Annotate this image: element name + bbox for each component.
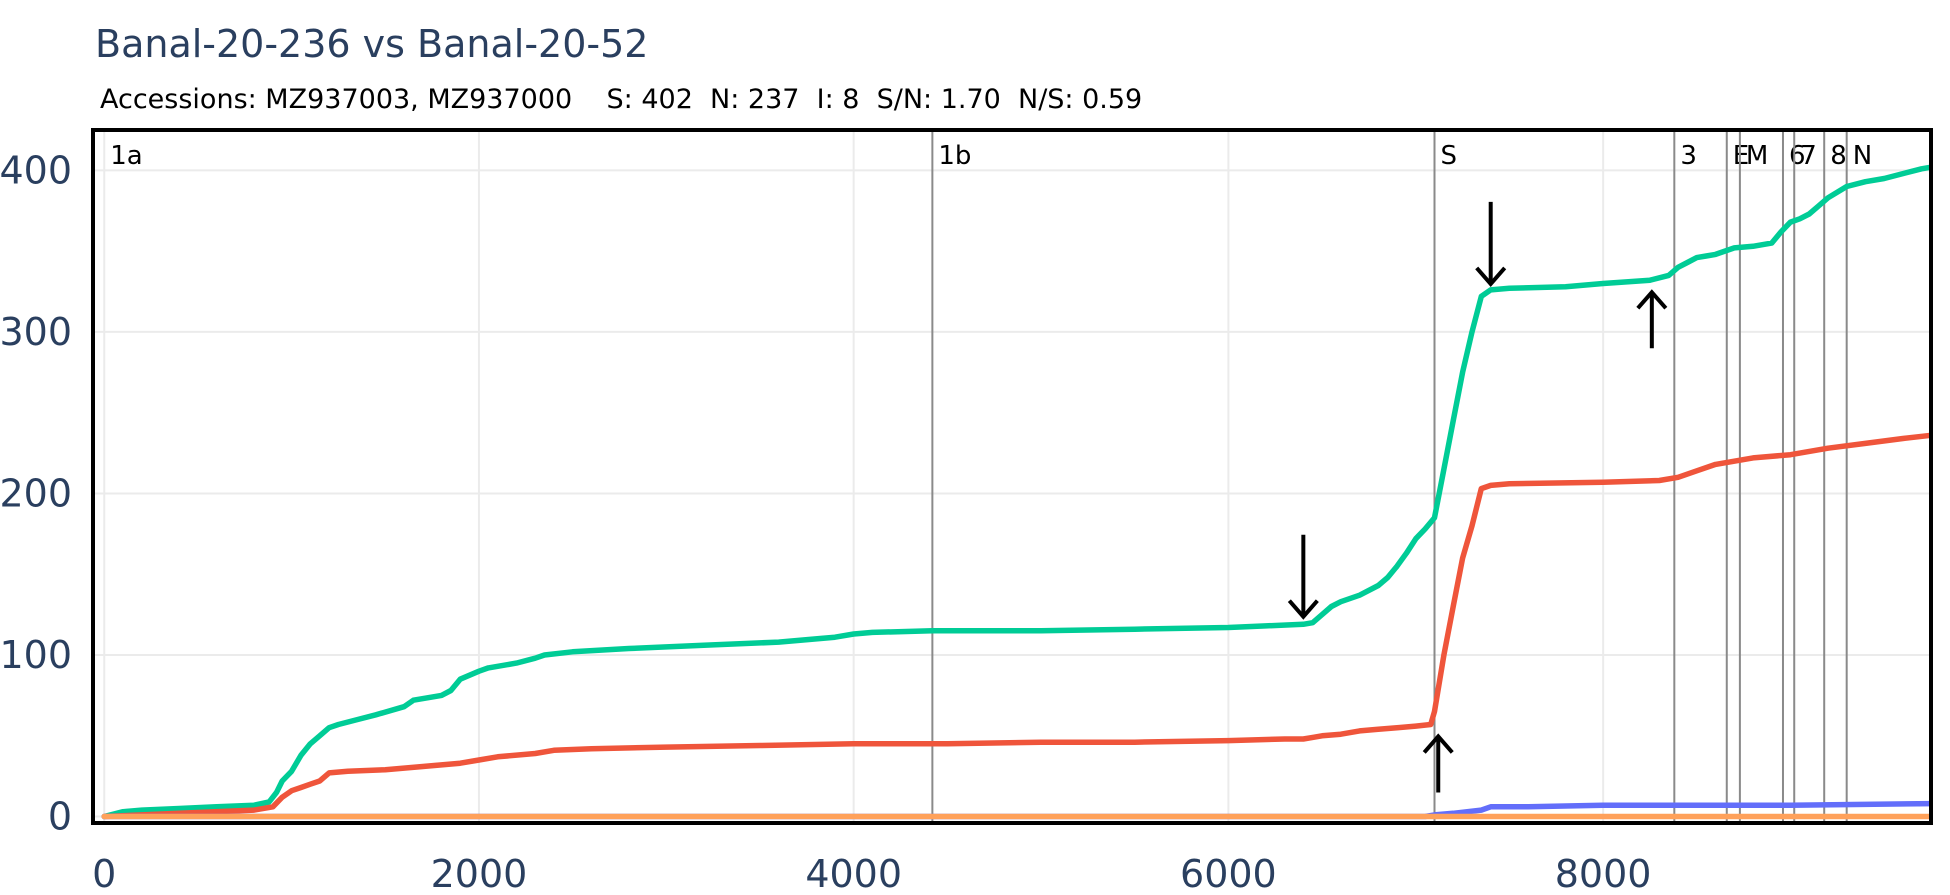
plot-frame [91,128,1933,825]
arrow-up-icon [1636,289,1668,349]
region-label: N [1853,141,1872,171]
x-tick-label: 6000 [1180,852,1277,895]
y-tick-label: 400 [0,148,72,192]
y-tick-label: 0 [48,795,72,839]
x-tick-label: 8000 [1555,852,1652,895]
region-label: 7 [1800,141,1817,171]
region-label: 8 [1830,141,1847,171]
region-label: S [1440,141,1457,171]
region-dividers: 1a 1b S 3 EM 67 8 N [110,130,1872,823]
y-tick-label: 300 [0,310,72,354]
region-label: 1b [938,141,971,171]
chart-subtitle: Accessions: MZ937003, MZ937000 S: 402 N:… [100,84,1142,115]
region-label: 1a [110,141,142,171]
y-tick-label: 200 [0,471,72,515]
region-label: M [1746,141,1768,171]
x-tick-label: 2000 [431,852,528,895]
x-tick-label: 0 [92,852,116,895]
x-axis-ticks: 0 2000 4000 6000 8000 [92,852,1651,895]
region-label: E [1733,141,1749,171]
region-label: 6 [1789,141,1806,171]
chart-title: Banal-20-236 vs Banal-20-52 [95,22,648,66]
annotation-arrows [1287,201,1668,793]
series-lines [101,164,1932,820]
arrow-up-icon [1422,733,1454,793]
arrow-down-icon [1287,534,1319,620]
series-line-s [101,164,1932,820]
y-tick-label: 100 [0,633,72,677]
region-label: 3 [1680,141,1697,171]
y-axis-ticks: 0 100 200 300 400 [0,148,72,838]
x-tick-label: 4000 [805,852,902,895]
arrow-down-icon [1475,201,1507,287]
series-line-n [101,432,1932,820]
